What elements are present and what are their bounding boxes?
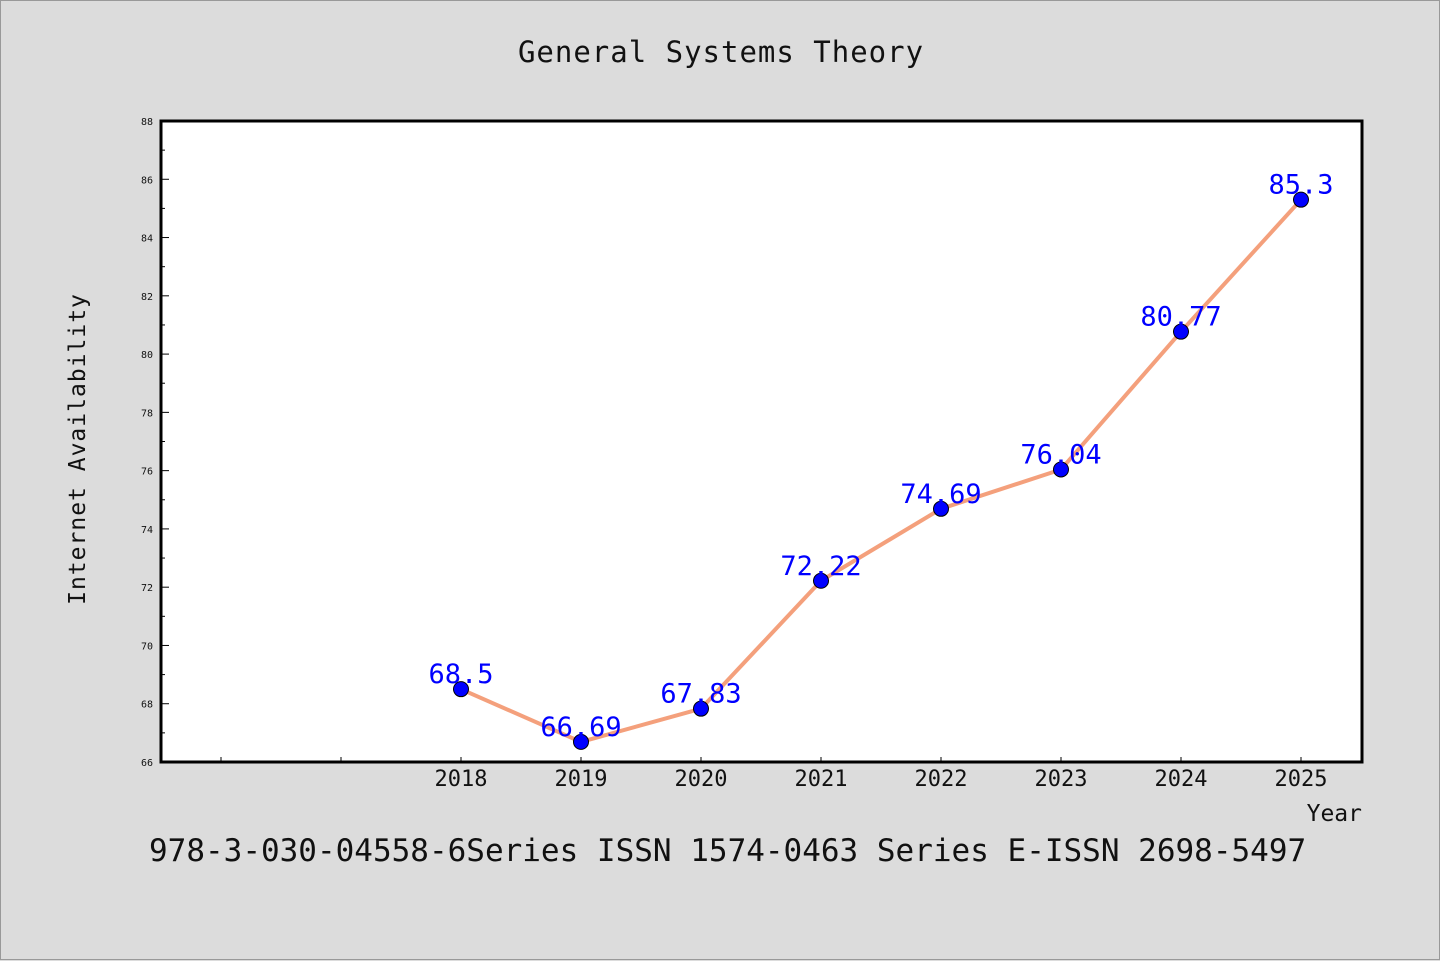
y-tick-label: 88 xyxy=(141,117,153,128)
x-axis-label: Year xyxy=(1307,801,1362,827)
x-tick-label: 2018 xyxy=(435,767,488,792)
data-label: 67.83 xyxy=(660,679,741,710)
y-tick-label: 76 xyxy=(141,467,153,478)
data-label: 74.69 xyxy=(900,479,981,510)
data-point-marker xyxy=(1173,323,1189,340)
data-label: 66.69 xyxy=(540,712,621,743)
data-label: 68.5 xyxy=(428,659,493,690)
y-tick-label: 66 xyxy=(141,758,153,769)
chart-title: General Systems Theory xyxy=(517,35,925,69)
x-tick-label: 2020 xyxy=(675,767,728,792)
y-tick-label: 70 xyxy=(141,641,153,652)
y-tick-label: 80 xyxy=(141,350,153,361)
data-label: 85.3 xyxy=(1268,170,1333,201)
x-tick-label: 2023 xyxy=(1035,767,1088,792)
data-point-marker xyxy=(573,733,589,750)
y-tick-label: 74 xyxy=(141,525,153,536)
footer-text: 978-3-030-04558-6Series ISSN 1574-0463 S… xyxy=(149,833,1307,869)
y-axis-label: Internet Availability xyxy=(65,293,91,605)
y-tick-label: 86 xyxy=(141,175,153,186)
data-point-marker xyxy=(453,681,469,698)
plot-area xyxy=(159,119,1364,764)
x-tick-label: 2019 xyxy=(555,767,608,792)
data-point-marker xyxy=(933,500,949,517)
y-tick-label: 84 xyxy=(141,234,153,245)
data-point-marker xyxy=(813,572,829,589)
data-label: 72.22 xyxy=(780,551,861,582)
y-tick-label: 68 xyxy=(141,700,153,711)
data-point-marker xyxy=(1053,461,1069,478)
series-line xyxy=(459,197,1303,744)
x-tick-label: 2024 xyxy=(1155,767,1208,792)
data-label: 76.04 xyxy=(1020,439,1101,470)
x-tick-label: 2021 xyxy=(795,767,848,792)
y-tick-label: 72 xyxy=(141,583,153,594)
x-tick-label: 2022 xyxy=(915,767,968,792)
y-tick-label: 82 xyxy=(141,292,153,303)
data-label: 80.77 xyxy=(1140,302,1221,333)
data-point-marker xyxy=(693,700,709,717)
data-point-marker xyxy=(1293,191,1309,208)
x-tick-label: 2025 xyxy=(1275,767,1328,792)
y-tick-label: 78 xyxy=(141,408,153,419)
